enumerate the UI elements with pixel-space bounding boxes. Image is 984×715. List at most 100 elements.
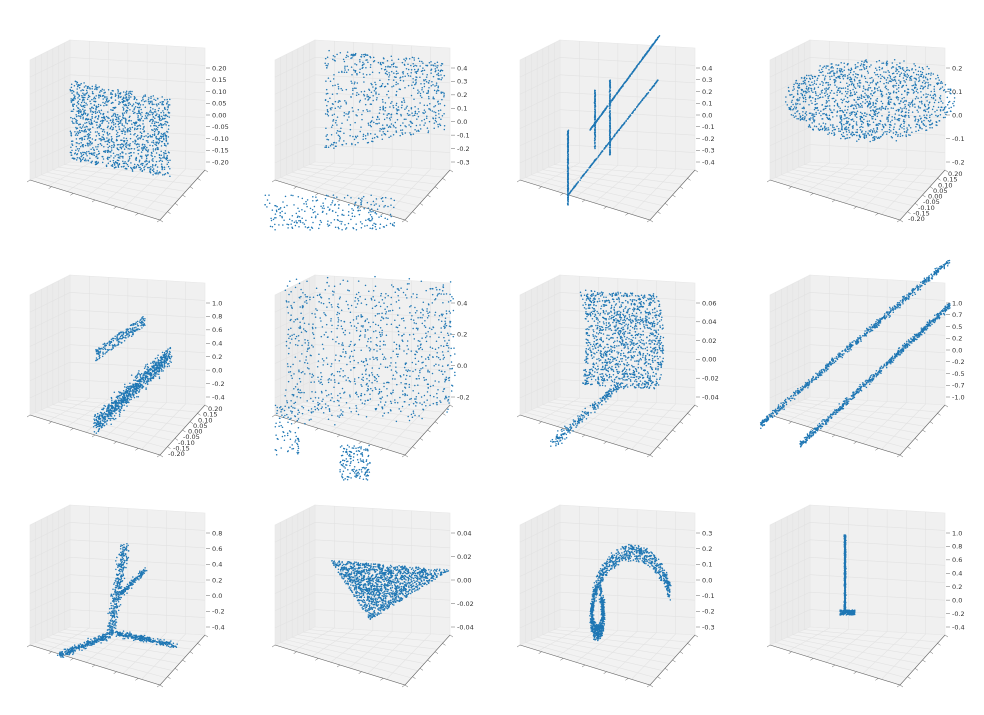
data-point [126, 142, 128, 144]
data-point [383, 206, 385, 208]
data-point [99, 94, 101, 96]
data-point [827, 133, 829, 135]
data-point [96, 86, 98, 88]
data-point [831, 133, 833, 135]
data-point [416, 71, 418, 73]
data-point [388, 113, 390, 115]
data-point [167, 164, 169, 166]
data-point [327, 109, 329, 111]
data-point [131, 123, 133, 125]
data-point [342, 89, 344, 91]
data-point [125, 153, 127, 155]
data-point [867, 106, 869, 108]
data-point [100, 90, 102, 92]
z-tick-label: -0.15 [212, 147, 229, 155]
data-point [338, 135, 340, 137]
data-point [425, 79, 427, 81]
data-point [390, 116, 392, 118]
data-point [372, 95, 374, 97]
data-point [94, 88, 96, 90]
data-point [381, 198, 383, 200]
data-point [428, 87, 430, 89]
data-point [82, 146, 84, 148]
data-point [70, 152, 72, 154]
data-point [395, 66, 397, 68]
data-point [426, 74, 428, 76]
data-point [84, 136, 86, 138]
data-point [594, 139, 596, 141]
data-point [840, 62, 842, 64]
data-point [148, 101, 150, 103]
data-point [348, 204, 350, 206]
data-point [938, 102, 940, 104]
data-point [429, 80, 431, 82]
data-point [633, 70, 635, 72]
data-point [904, 104, 906, 106]
data-point [871, 134, 873, 136]
data-point [817, 95, 819, 97]
data-point [797, 94, 799, 96]
data-point [87, 134, 89, 136]
data-point [822, 82, 824, 84]
data-point [314, 206, 316, 208]
data-point [879, 69, 881, 71]
data-point [360, 100, 362, 102]
data-point [328, 77, 330, 79]
data-point [379, 130, 381, 132]
data-point [73, 94, 75, 96]
data-point [873, 110, 875, 112]
data-point [368, 124, 370, 126]
data-point [950, 107, 952, 109]
data-point [591, 163, 593, 165]
data-point [111, 147, 113, 149]
data-point [73, 109, 75, 111]
data-point [107, 111, 109, 113]
data-point [94, 97, 96, 99]
data-point [343, 140, 345, 142]
data-point [340, 131, 342, 133]
data-point [157, 147, 159, 149]
data-point [908, 115, 910, 117]
data-point [923, 86, 925, 88]
data-point [123, 108, 125, 110]
data-point [292, 215, 294, 217]
data-point [161, 119, 163, 121]
x-tick [810, 193, 813, 195]
data-point [151, 136, 153, 138]
data-point [76, 138, 78, 140]
data-point [74, 118, 76, 120]
data-point [134, 98, 136, 100]
data-point [362, 139, 364, 141]
data-point [859, 82, 861, 84]
data-point [848, 74, 850, 76]
data-point [843, 62, 845, 64]
data-point [329, 98, 331, 100]
data-point [444, 75, 446, 77]
data-point [95, 111, 97, 113]
x-tick [70, 193, 73, 195]
data-point [840, 74, 842, 76]
data-point [883, 83, 885, 85]
data-point [389, 106, 391, 108]
data-point [887, 121, 889, 123]
data-point [794, 116, 796, 118]
data-point [834, 101, 836, 103]
data-point [924, 117, 926, 119]
data-point [634, 109, 636, 111]
data-point [415, 113, 417, 115]
data-point [116, 154, 118, 156]
data-point [575, 185, 577, 187]
data-point [827, 105, 829, 107]
data-point [354, 81, 356, 83]
data-point [89, 144, 91, 146]
z-tick-label: -0.3 [702, 147, 715, 155]
data-point [410, 134, 412, 136]
data-point [340, 88, 342, 90]
data-point [823, 108, 825, 110]
data-point [865, 116, 867, 118]
data-point [376, 97, 378, 99]
data-point [906, 130, 908, 132]
z-tick-label: -0.2 [702, 135, 715, 143]
data-point [870, 64, 872, 66]
data-point [126, 144, 128, 146]
